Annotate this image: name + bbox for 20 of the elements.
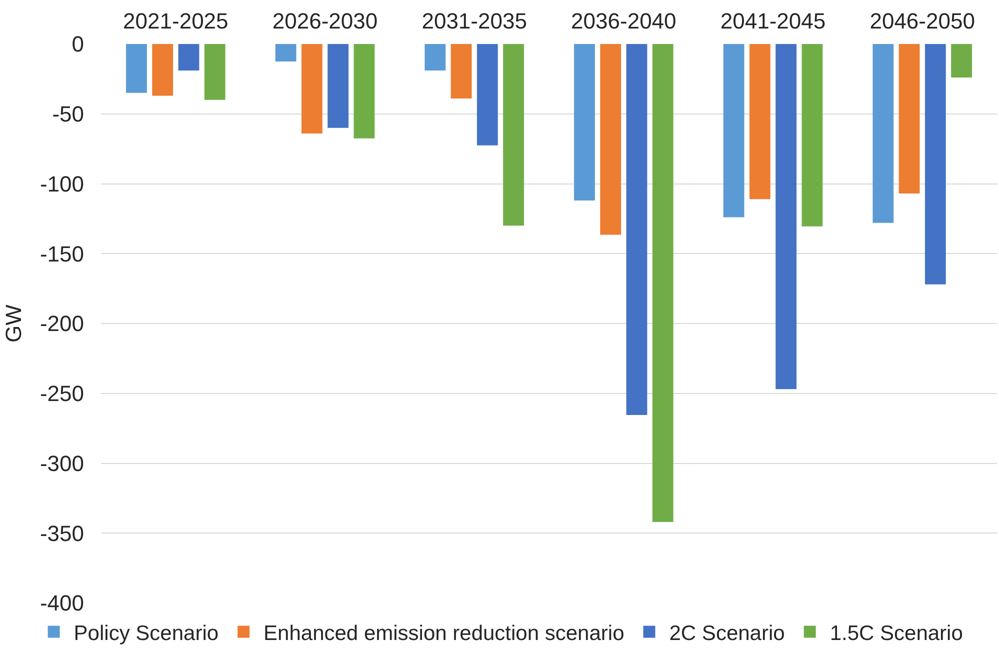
- y-tick-label: -350: [40, 520, 84, 546]
- legend-label: Enhanced emission reduction scenario: [264, 622, 624, 645]
- y-tick-label: -300: [40, 450, 84, 476]
- x-tick-label: 2031-2035: [422, 8, 527, 34]
- y-tick-label: -400: [40, 590, 84, 616]
- legend-label: 1.5C Scenario: [830, 622, 963, 645]
- y-tick-label: -200: [40, 311, 84, 336]
- y-tick-label: -250: [40, 381, 84, 406]
- y-tick-label: -50: [52, 102, 84, 127]
- y-tick-label: -150: [40, 241, 84, 266]
- x-tick-label: 2021-2025: [123, 8, 228, 34]
- legend-label: 2C Scenario: [669, 622, 785, 645]
- y-tick-label: 0: [72, 32, 84, 57]
- x-tick-label: 2046-2050: [870, 8, 975, 34]
- y-tick-label: -100: [40, 171, 84, 196]
- x-tick-label: 2036-2040: [571, 8, 676, 34]
- x-tick-label: 2026-2030: [272, 8, 378, 34]
- x-tick-label: 2041-2045: [720, 8, 826, 34]
- y-axis-title: GW: [0, 304, 26, 342]
- legend-label: Policy Scenario: [74, 622, 219, 645]
